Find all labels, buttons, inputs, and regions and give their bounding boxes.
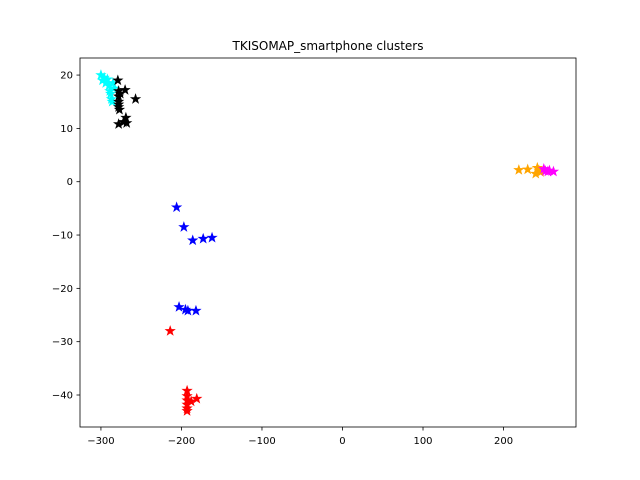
data-point — [164, 325, 176, 336]
data-point — [129, 93, 142, 104]
x-tick-label: 100 — [413, 436, 432, 447]
y-tick-label: −30 — [52, 337, 73, 348]
data-point — [187, 234, 199, 246]
data-point — [547, 165, 560, 177]
y-tick-label: 10 — [60, 124, 73, 135]
data-point — [113, 103, 126, 115]
data-point — [513, 164, 525, 175]
y-tick-label: 0 — [67, 177, 73, 188]
data-point — [112, 74, 124, 86]
x-tick-label: −200 — [168, 436, 195, 447]
x-tick-label: 200 — [494, 436, 513, 447]
series-1 — [112, 74, 142, 129]
data-point — [181, 405, 193, 416]
data-point — [101, 73, 113, 85]
data-point — [173, 301, 185, 312]
series-2 — [170, 201, 218, 316]
data-point — [170, 201, 183, 213]
y-tick-label: 20 — [60, 71, 73, 82]
plot-frame — [79, 57, 577, 428]
data-point — [108, 82, 120, 94]
y-tick-label: −10 — [52, 231, 73, 242]
data-point — [178, 221, 190, 232]
series-5 — [538, 162, 560, 177]
data-point — [119, 84, 131, 95]
y-tick-label: −20 — [52, 284, 73, 295]
plot-area — [95, 69, 560, 416]
series-3 — [164, 325, 203, 416]
x-tick-label: −100 — [248, 436, 275, 447]
data-point — [121, 117, 133, 128]
data-point — [522, 163, 534, 175]
chart-title: TKISOMAP_smartphone clusters — [232, 39, 424, 53]
series-4 — [513, 161, 547, 179]
y-tick-label: −40 — [52, 391, 73, 402]
data-point — [191, 392, 203, 404]
x-tick-label: −300 — [87, 436, 114, 447]
data-point — [206, 231, 218, 243]
data-point — [190, 304, 202, 316]
x-tick-label: 0 — [339, 436, 345, 447]
data-point — [197, 232, 209, 244]
